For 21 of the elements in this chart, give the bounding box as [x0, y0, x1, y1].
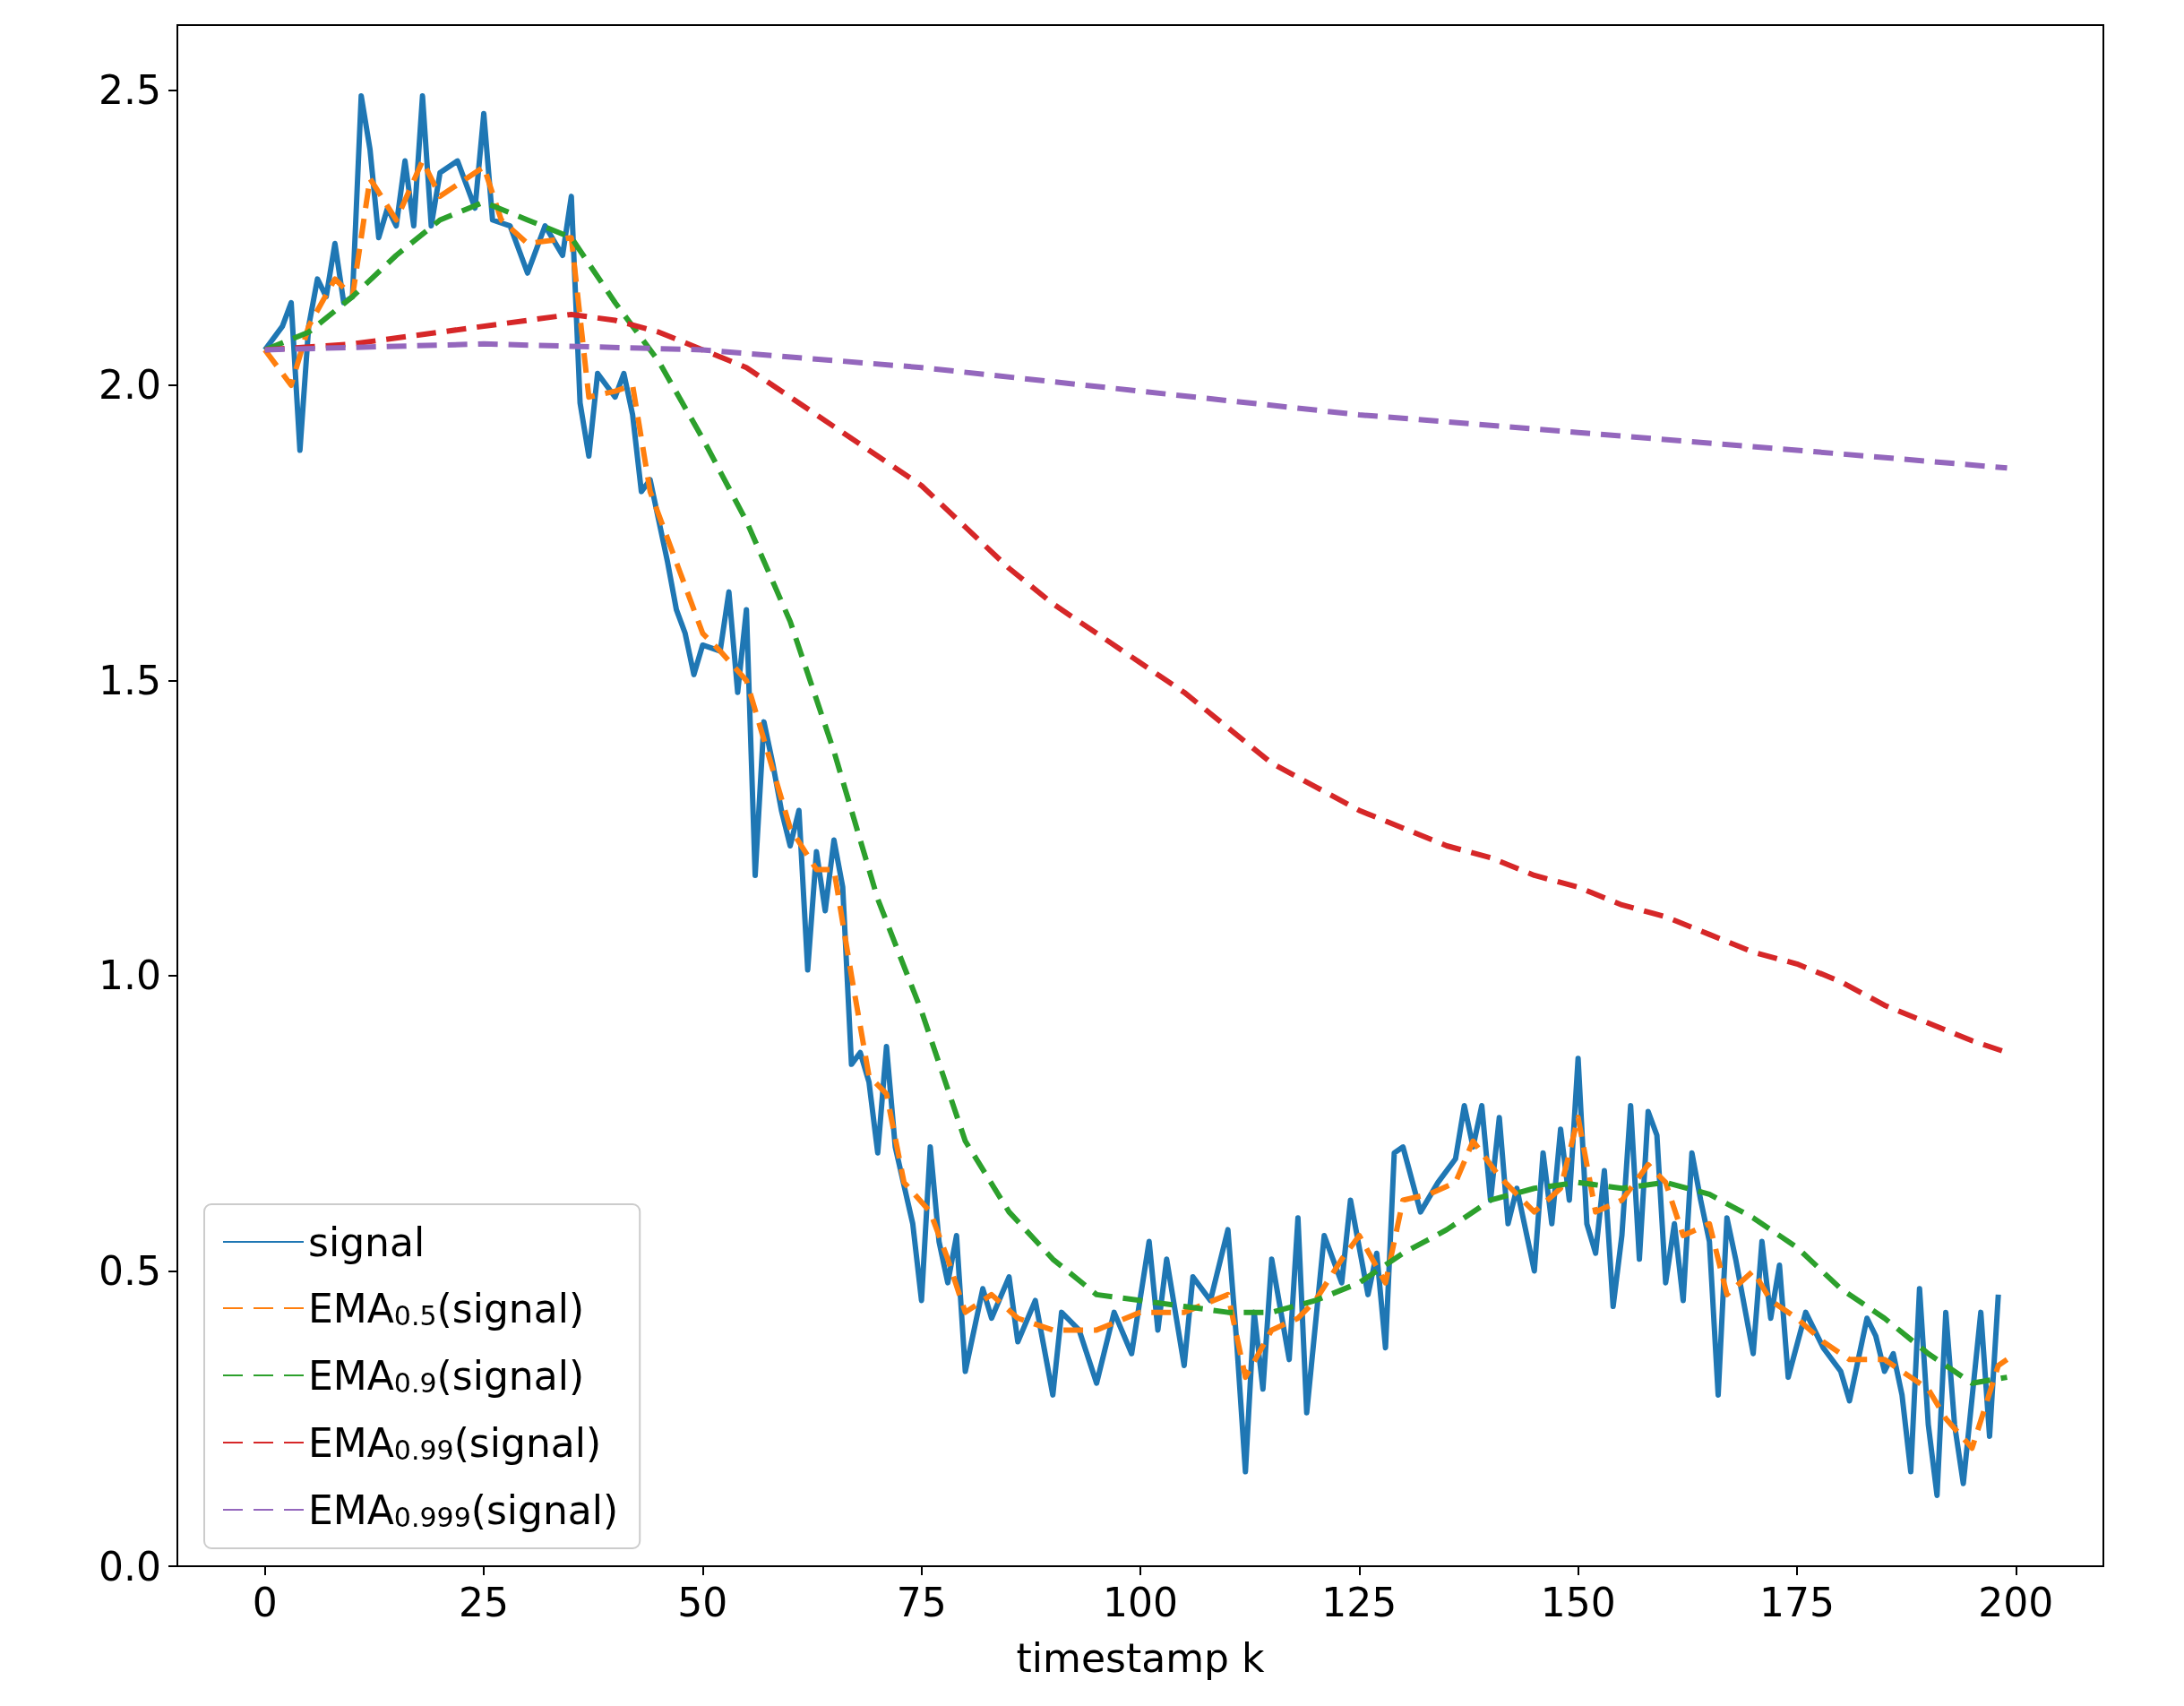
legend-label: EMA0.99(signal)	[308, 1419, 602, 1466]
legend-label: EMA0.9(signal)	[308, 1352, 585, 1399]
x-axis-title: timestamp k	[1016, 1634, 1265, 1681]
y-tick-label: 1.5	[99, 657, 161, 703]
y-tick-label: 1.0	[99, 952, 161, 999]
legend-label: signal	[308, 1219, 426, 1265]
y-tick-label: 2.5	[99, 66, 161, 113]
legend-label: EMA0.999(signal)	[308, 1486, 619, 1533]
x-tick-label: 125	[1321, 1579, 1397, 1625]
x-tick-label: 0	[252, 1579, 278, 1625]
y-tick-label: 2.0	[99, 362, 161, 409]
y-tick-label: 0.5	[99, 1248, 161, 1294]
x-tick-label: 175	[1758, 1579, 1835, 1625]
y-tick-label: 0.0	[99, 1543, 161, 1590]
x-tick-label: 200	[1978, 1579, 2054, 1625]
x-tick-label: 25	[459, 1579, 510, 1625]
x-tick-label: 100	[1103, 1579, 1178, 1625]
legend-label: EMA0.5(signal)	[308, 1285, 585, 1331]
x-tick-label: 150	[1540, 1579, 1616, 1625]
x-tick-label: 50	[677, 1579, 728, 1625]
x-tick-label: 75	[896, 1579, 947, 1625]
